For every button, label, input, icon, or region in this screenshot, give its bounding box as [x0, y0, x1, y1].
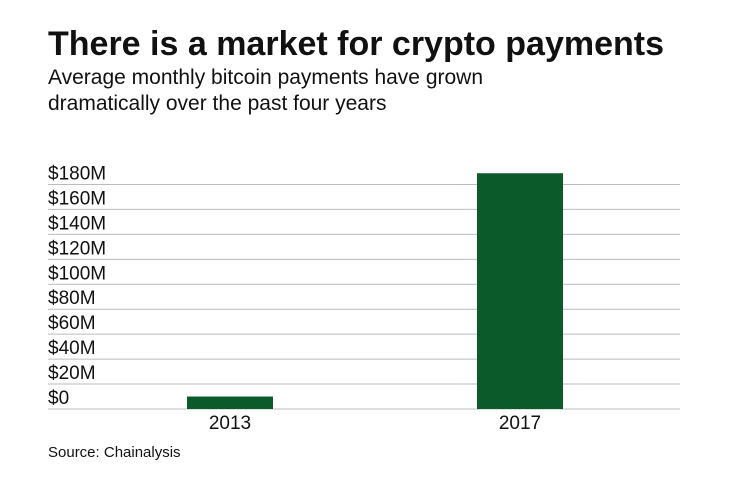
y-tick-label: $40M — [48, 338, 96, 359]
y-tick-label: $140M — [48, 213, 106, 234]
y-tick-label: $0 — [48, 388, 69, 409]
y-tick-label: $100M — [48, 263, 106, 284]
y-tick-label: $120M — [48, 238, 106, 259]
y-tick-label: $80M — [48, 288, 96, 309]
source: Source: Chainalysis — [48, 444, 181, 461]
y-tick-label: $160M — [48, 188, 106, 209]
chart-subtitle: Average monthly bitcoin payments have gr… — [48, 66, 483, 89]
bar — [187, 396, 273, 409]
y-tick-label: $180M — [48, 163, 106, 184]
x-tick-label: 2013 — [209, 413, 251, 434]
x-tick-label: 2017 — [499, 413, 541, 434]
bar — [477, 173, 563, 409]
chart-subtitle: dramatically over the past four years — [48, 92, 386, 115]
chart-title: There is a market for crypto payments — [48, 25, 664, 63]
y-tick-label: $20M — [48, 363, 96, 384]
y-tick-label: $60M — [48, 313, 96, 334]
